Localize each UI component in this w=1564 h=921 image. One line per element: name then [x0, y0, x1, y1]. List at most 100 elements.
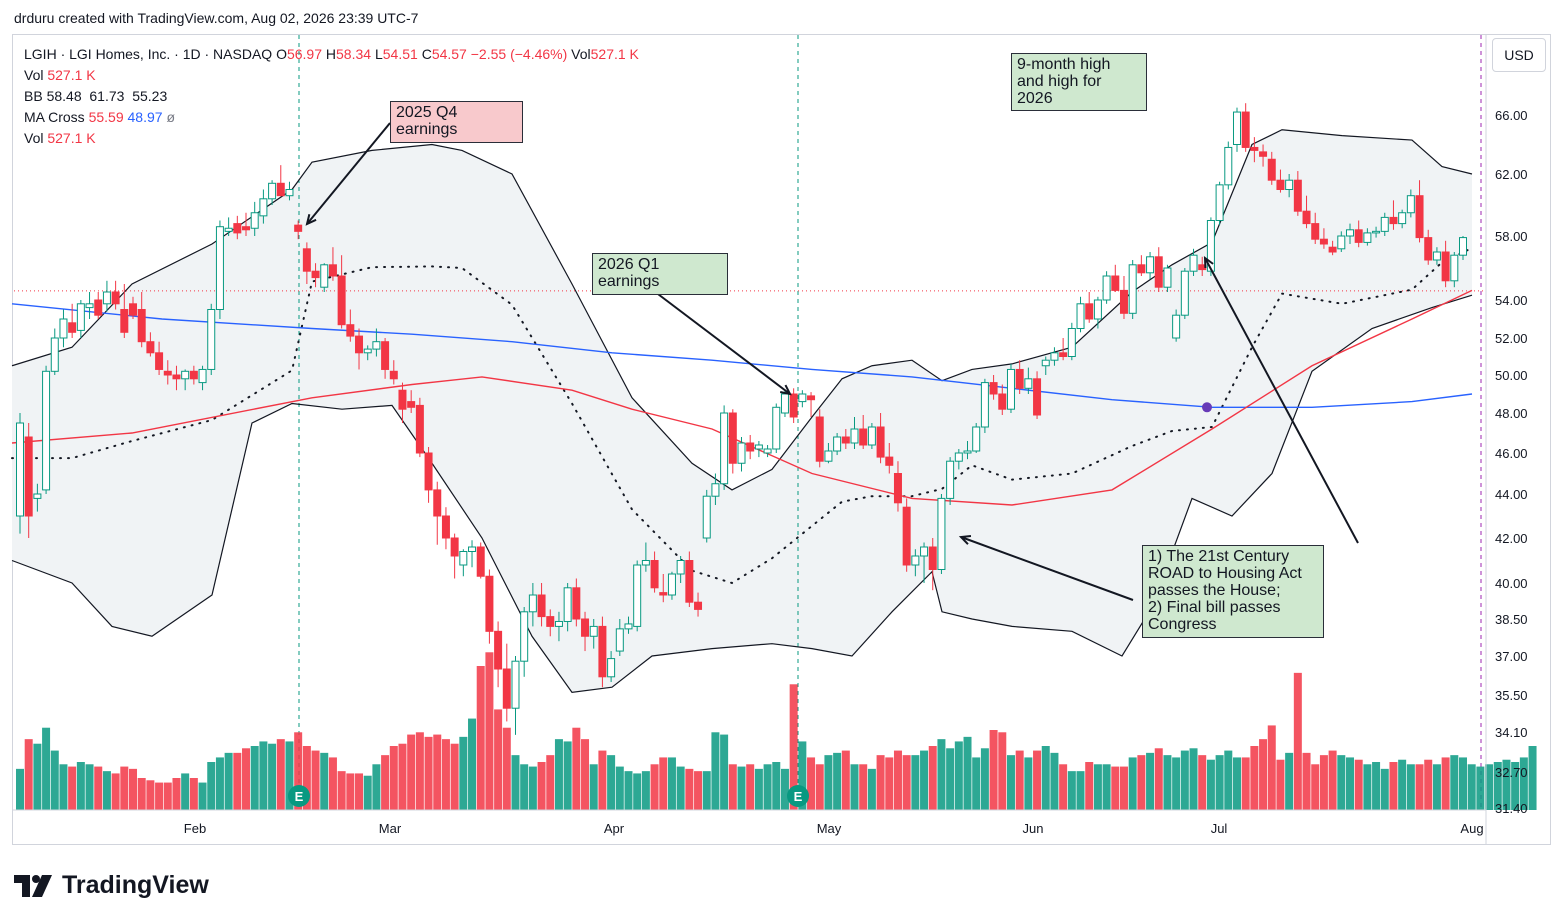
candle-body: [320, 264, 329, 288]
volume-bar: [954, 741, 963, 810]
ma50-line: [11, 289, 1473, 506]
arrow-high: [1204, 257, 1359, 544]
candle-body: [181, 370, 190, 380]
candle-body: [867, 426, 876, 446]
candle-body: [780, 393, 789, 414]
volume-bar: [381, 755, 390, 810]
candle-body: [1345, 229, 1354, 237]
volume-bar: [1415, 764, 1424, 810]
price-tick-label: 35.50: [1495, 688, 1528, 703]
candle-body: [911, 555, 920, 566]
bollinger-band-fill: [12, 129, 1472, 693]
volume-bar: [1285, 752, 1294, 810]
candle-body: [476, 546, 485, 577]
volume-bar: [407, 734, 416, 810]
candle-body: [989, 382, 998, 395]
candle-body: [946, 460, 955, 499]
volume-bar: [685, 768, 694, 810]
candle-body: [242, 226, 251, 231]
legend-volume-row[interactable]: Vol 527.1 K: [24, 65, 639, 86]
volume-bar: [1424, 759, 1433, 810]
candle-body: [685, 560, 694, 603]
volume-bar: [294, 732, 303, 810]
volume-bar: [155, 782, 164, 810]
candle-body: [546, 616, 555, 627]
price-tick-label: 52.00: [1495, 331, 1528, 346]
candle-body: [1337, 235, 1346, 250]
candle-body: [42, 370, 51, 491]
candle-body: [363, 348, 372, 354]
volume-bar: [415, 732, 424, 810]
candle-body: [902, 506, 911, 566]
volume-bar: [867, 768, 876, 810]
volume-bar: [163, 782, 172, 810]
candle-body: [581, 618, 590, 637]
volume-bar: [1050, 752, 1059, 810]
candle-body: [920, 546, 929, 557]
candle-body: [746, 442, 755, 452]
volume-bar: [337, 771, 346, 810]
candle-body: [259, 198, 268, 217]
legend-ma-row[interactable]: MA Cross 55.59 48.97 ø: [24, 107, 639, 128]
earnings-marker-apr[interactable]: E: [787, 785, 809, 807]
candle-body: [1024, 378, 1033, 389]
tradingview-logo[interactable]: TradingView: [14, 871, 209, 900]
volume-bar: [1015, 750, 1024, 810]
volume-bar: [1311, 764, 1320, 810]
annotation-q4-earnings[interactable]: 2025 Q4 earnings: [390, 101, 523, 143]
legend-symbol[interactable]: LGIH · LGI Homes, Inc. · 1D · NASDAQ: [24, 46, 273, 62]
volume-bar: [1459, 757, 1467, 810]
price-tick-label: 38.50: [1495, 612, 1528, 627]
volume-bar: [885, 757, 894, 810]
currency-button[interactable]: USD: [1492, 38, 1546, 72]
annotation-q1-earnings[interactable]: 2026 Q1 earnings: [592, 253, 728, 295]
legend-h-value: 58.34: [336, 46, 372, 62]
legend-ohlc-row[interactable]: LGIH · LGI Homes, Inc. · 1D · NASDAQ O56…: [24, 44, 639, 65]
price-tick-label: 37.00: [1495, 649, 1528, 664]
annotation-housing-act[interactable]: 1) The 21st Century ROAD to Housing Act …: [1142, 545, 1324, 638]
candle-body: [702, 495, 711, 539]
candle-body: [537, 594, 546, 618]
volume-bar: [120, 766, 129, 810]
candle-body: [754, 444, 763, 450]
candle-body: [998, 393, 1007, 410]
volume-bar: [181, 773, 190, 810]
legend-ma200-value: 48.97: [127, 109, 163, 125]
volume-bar: [215, 757, 224, 810]
earnings-marker-feb[interactable]: E: [288, 785, 310, 807]
volume-bar: [1476, 766, 1485, 810]
candle-body: [798, 393, 807, 403]
volume-bar: [1406, 764, 1415, 810]
candle-body: [1406, 195, 1415, 214]
candle-body: [172, 374, 181, 380]
volume-bar: [1232, 757, 1241, 810]
legend-vol2-row[interactable]: Vol 527.1 K: [24, 128, 639, 149]
time-tick-label: Mar: [379, 821, 402, 836]
volume-bar: [389, 746, 398, 810]
volume-bar: [633, 773, 642, 810]
volume-bar: [1372, 762, 1381, 810]
volume-bar: [1354, 759, 1363, 810]
candle-body: [659, 592, 668, 596]
candle-body: [1137, 264, 1146, 274]
volume-bar: [259, 741, 268, 810]
candle-body: [1172, 314, 1181, 339]
volume-bar: [615, 766, 624, 810]
candle-body: [876, 426, 885, 458]
candle-body: [233, 223, 242, 234]
volume-bar: [1241, 757, 1250, 810]
ma200-line: [11, 303, 1473, 408]
volume-bar: [1206, 759, 1215, 810]
candle-body: [407, 401, 416, 408]
legend-bb-row[interactable]: BB 58.48 61.73 55.23: [24, 86, 639, 107]
volume-bar: [537, 762, 546, 810]
time-tick-label: Jun: [1023, 821, 1044, 836]
volume-bar: [1276, 759, 1285, 810]
candle-body: [763, 448, 772, 454]
volume-bar: [833, 752, 842, 810]
legend-volume-value: 527.1 K: [47, 67, 96, 83]
volume-bar: [1519, 757, 1528, 810]
annotation-9-month-high[interactable]: 9-month high and high for 2026: [1011, 53, 1147, 111]
candle-body: [807, 395, 816, 401]
